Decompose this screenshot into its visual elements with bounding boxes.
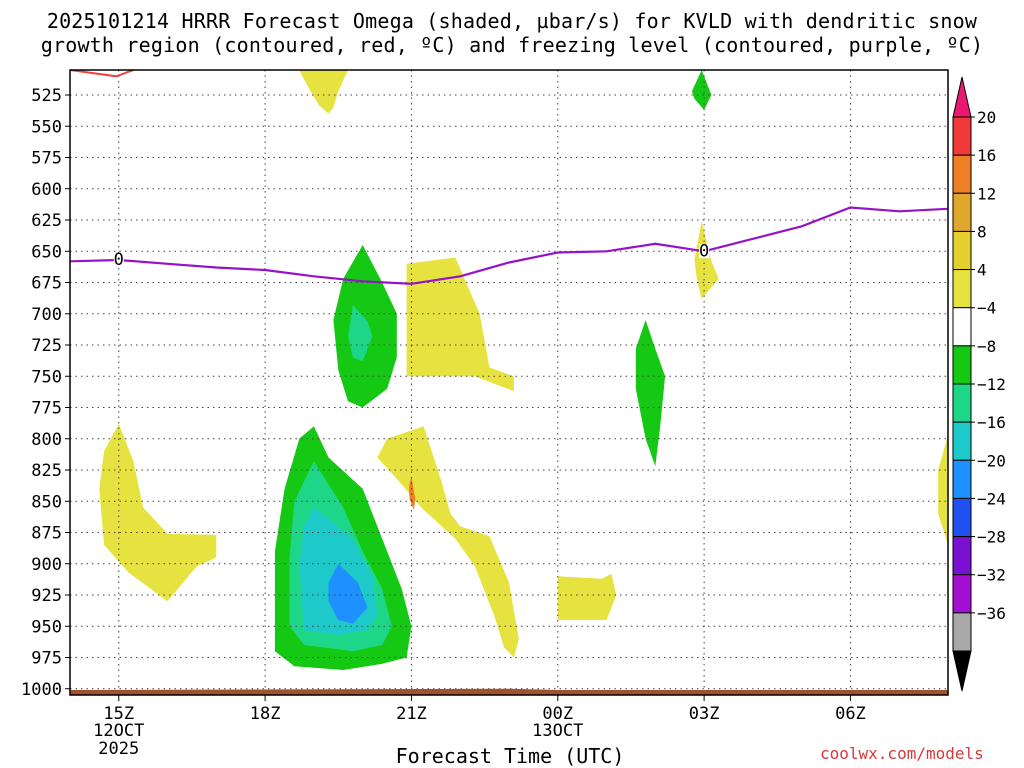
colorbar-swatch-12 <box>952 574 972 614</box>
colorbar-top-arrow <box>952 76 972 118</box>
colorbar-label-7: −12 <box>977 375 1006 394</box>
colorbar-swatch-4 <box>952 269 972 309</box>
colorbar-label-2: 12 <box>977 184 996 203</box>
x-tick-label-00Z: 00Z <box>542 704 573 724</box>
omega-blue-925 <box>328 563 368 624</box>
colorbar-bottom-arrow <box>952 650 972 692</box>
y-tick-label-900: 900 <box>31 555 62 575</box>
y-tick-label-850: 850 <box>31 492 62 512</box>
chart-title-line-2: growth region (contoured, red, ºC) and f… <box>40 33 984 57</box>
colorbar-swatch-13 <box>952 612 972 652</box>
omega-yellow-700-22z <box>406 257 514 392</box>
x-tick-year-15Z: 2025 <box>98 739 139 759</box>
colorbar-swatch-2 <box>952 192 972 232</box>
omega-yellow-930-00z <box>557 573 617 620</box>
y-tick-label-550: 550 <box>31 117 62 137</box>
y-tick-label-950: 950 <box>31 617 62 637</box>
x-tick-date-15Z: 12OCT <box>93 721 144 741</box>
y-tick-label-625: 625 <box>31 211 62 231</box>
x-tick-label-18Z: 18Z <box>250 704 281 724</box>
x-tick-date-00Z: 13OCT <box>532 721 583 741</box>
freezing-level-label-1: 0 <box>699 241 709 261</box>
x-tick-label-06Z: 06Z <box>835 704 866 724</box>
omega-yellow-525-top <box>299 70 348 114</box>
freezing-label-bg-0 <box>113 253 124 267</box>
x-tick-label-21Z: 21Z <box>396 704 427 724</box>
y-tick-label-975: 975 <box>31 649 62 669</box>
colorbar-label-1: 16 <box>977 146 996 165</box>
colorbar-swatch-6 <box>952 345 972 385</box>
colorbar-label-5: −4 <box>977 299 996 318</box>
y-tick-label-925: 925 <box>31 586 62 606</box>
chart-title-line-1: 2025101214 HRRR Forecast Omega (shaded, … <box>46 9 978 33</box>
omega-teal-700 <box>348 305 373 362</box>
colorbar-swatch-9 <box>952 459 972 499</box>
colorbar-swatch-8 <box>952 421 972 461</box>
freezing-level-label-0: 0 <box>114 250 124 270</box>
y-tick-label-700: 700 <box>31 305 62 325</box>
x-axis-label: Forecast Time (UTC) <box>395 744 625 768</box>
x-tick-label-15Z: 15Z <box>103 704 134 724</box>
y-tick-label-525: 525 <box>31 86 62 106</box>
colorbar-swatch-3 <box>952 230 972 271</box>
y-tick-label-825: 825 <box>31 461 62 481</box>
freezing-label-bg-1 <box>699 244 710 259</box>
colorbar-label-12: −32 <box>977 566 1006 585</box>
colorbar-label-0: 20 <box>977 108 996 127</box>
y-tick-label-800: 800 <box>31 430 62 450</box>
omega-yellow-850-15z <box>99 423 217 602</box>
colorbar-label-4: 4 <box>977 261 987 280</box>
colorbar-label-13: −36 <box>977 604 1006 623</box>
omega-yellow-right-edge <box>938 435 948 545</box>
plot-content <box>70 70 948 695</box>
omega-orange-850 <box>409 476 416 510</box>
colorbar-swatch-0 <box>952 116 972 156</box>
colorbar-swatch-5 <box>952 307 972 347</box>
y-tick-label-775: 775 <box>31 399 62 419</box>
plot-frame <box>69 69 949 696</box>
y-tick-label-750: 750 <box>31 367 62 387</box>
credit-link[interactable]: coolwx.com/models <box>820 744 984 763</box>
dendritic-contour <box>70 70 134 78</box>
colorbar-swatch-10 <box>952 497 972 538</box>
colorbar-label-3: 8 <box>977 222 987 241</box>
omega-green-525 <box>691 70 712 110</box>
y-tick-label-650: 650 <box>31 242 62 262</box>
colorbar-swatch-7 <box>952 383 972 423</box>
freezing-level-line <box>70 206 948 285</box>
y-tick-label-725: 725 <box>31 336 62 356</box>
omega-green-750-01z <box>635 320 666 467</box>
y-tick-label-575: 575 <box>31 149 62 169</box>
colorbar-label-10: −24 <box>977 489 1006 508</box>
omega-yellow-650-03z <box>694 221 719 299</box>
y-tick-label-875: 875 <box>31 524 62 544</box>
ground-surface <box>70 688 948 695</box>
y-tick-label-1000: 1000 <box>21 680 62 700</box>
colorbar-swatch-11 <box>952 536 972 576</box>
colorbar-label-9: −20 <box>977 451 1006 470</box>
y-tick-label-675: 675 <box>31 274 62 294</box>
colorbar-label-6: −8 <box>977 337 996 356</box>
x-tick-label-03Z: 03Z <box>689 704 720 724</box>
colorbar-label-11: −28 <box>977 528 1006 547</box>
colorbar-label-8: −16 <box>977 413 1006 432</box>
y-tick-label-600: 600 <box>31 180 62 200</box>
colorbar-swatch-1 <box>952 154 972 194</box>
